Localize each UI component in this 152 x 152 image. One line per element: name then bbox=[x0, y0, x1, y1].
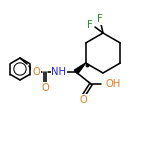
Polygon shape bbox=[74, 63, 86, 74]
Text: O: O bbox=[41, 83, 49, 93]
Text: NH: NH bbox=[52, 67, 67, 77]
Text: F: F bbox=[87, 20, 93, 30]
Text: OH: OH bbox=[105, 79, 120, 89]
Text: O: O bbox=[79, 95, 87, 105]
Text: O: O bbox=[32, 67, 40, 77]
Text: F: F bbox=[97, 14, 103, 24]
